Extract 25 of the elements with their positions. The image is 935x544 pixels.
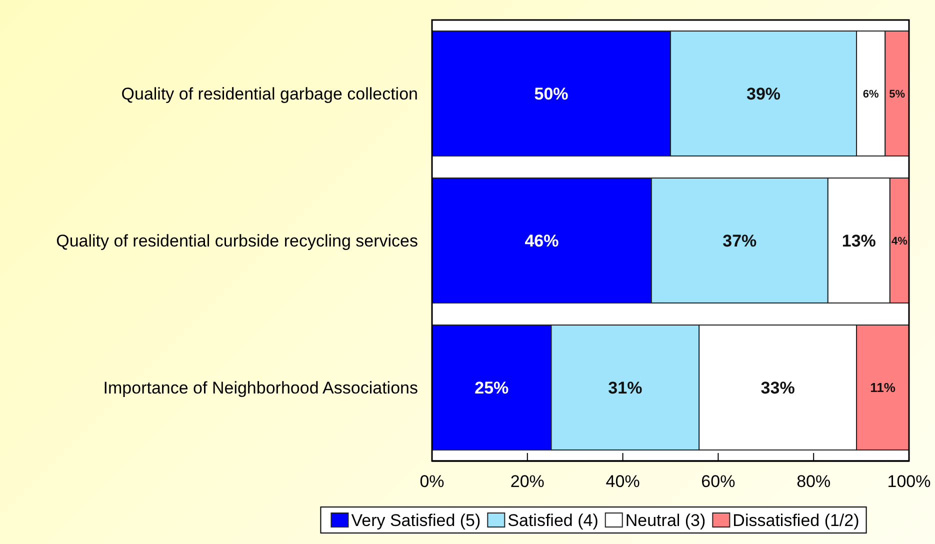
data-label: 50% bbox=[534, 84, 568, 104]
data-label: 4% bbox=[892, 235, 908, 248]
data-label: 33% bbox=[760, 378, 795, 398]
x-tick-label: 100% bbox=[887, 472, 931, 492]
legend-label: Neutral (3) bbox=[625, 510, 706, 530]
x-tick-label: 20% bbox=[510, 472, 544, 492]
y-tick-label: Importance of Neighborhood Associations bbox=[103, 378, 418, 398]
data-label: 13% bbox=[842, 231, 876, 250]
data-label: 6% bbox=[862, 88, 880, 100]
data-label: 31% bbox=[608, 378, 642, 398]
data-label: 46% bbox=[524, 231, 559, 250]
data-label: 5% bbox=[889, 88, 906, 100]
y-tick-label: Quality of residential garbage collection bbox=[121, 84, 418, 104]
data-label: 37% bbox=[722, 231, 757, 250]
x-tick-label: 60% bbox=[701, 472, 736, 492]
legend-label: Dissatisfied (1/2) bbox=[732, 510, 860, 530]
data-label: 39% bbox=[746, 84, 781, 104]
legend-label: Satisfied (4) bbox=[508, 510, 598, 530]
data-label: 25% bbox=[474, 378, 509, 398]
x-tick-label: 80% bbox=[796, 472, 831, 492]
data-label: 11% bbox=[870, 380, 896, 396]
y-tick-label: Quality of residential curbside recycling services bbox=[56, 231, 418, 250]
legend-label: Very Satisfied (5) bbox=[351, 510, 481, 530]
x-tick-label: 40% bbox=[606, 472, 640, 492]
x-tick-label: 0% bbox=[420, 472, 444, 492]
